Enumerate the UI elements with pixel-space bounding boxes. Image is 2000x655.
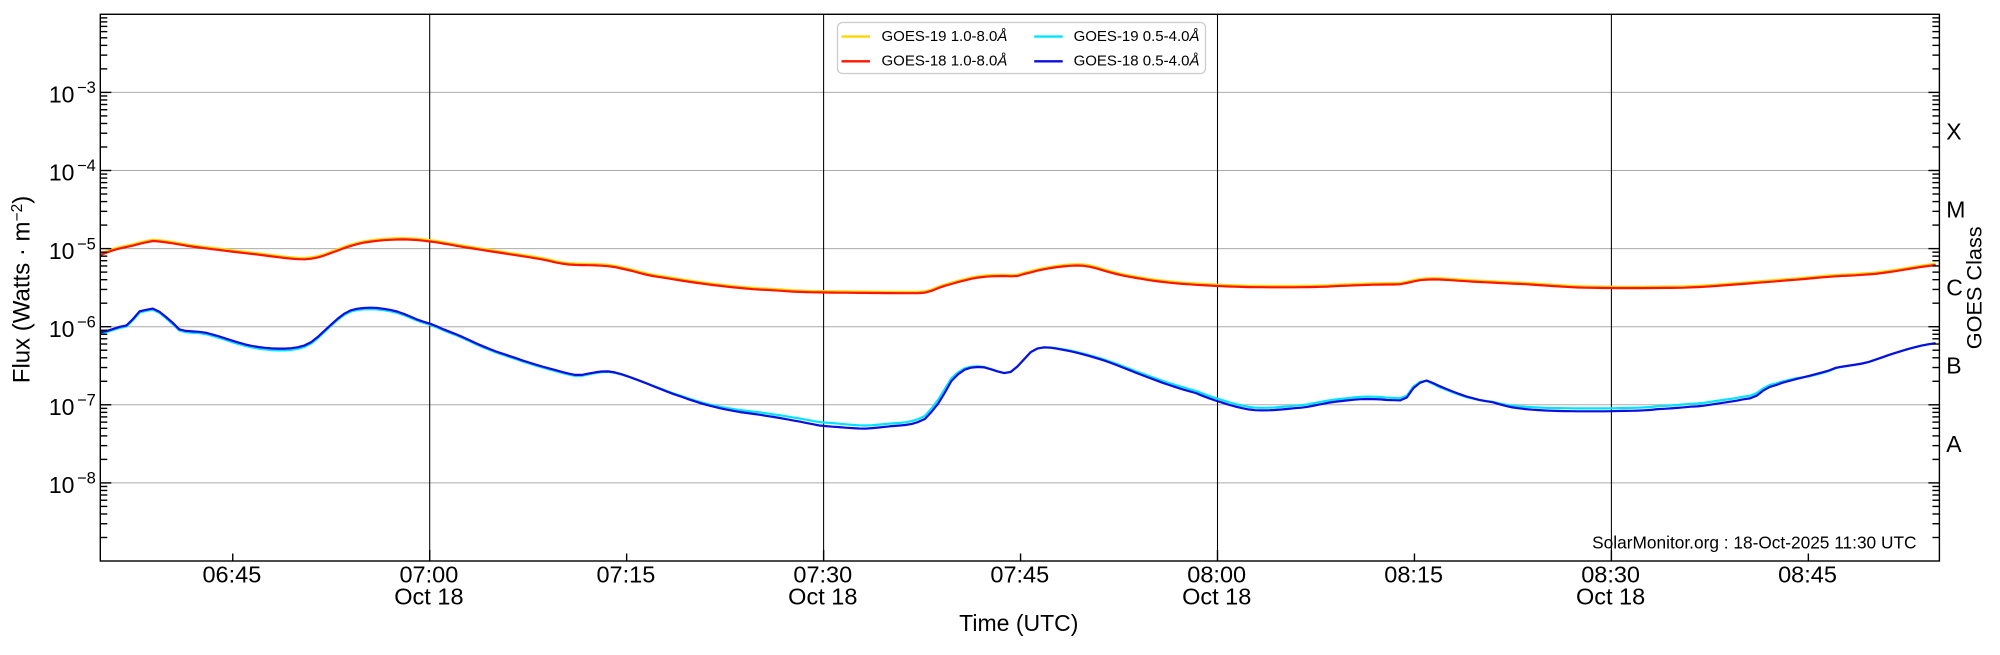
svg-text:GOES-19 1.0-8.0Å: GOES-19 1.0-8.0Å	[882, 28, 1008, 45]
svg-text:Oct 18: Oct 18	[1182, 584, 1251, 610]
svg-text:Oct 18: Oct 18	[394, 584, 463, 610]
svg-text:B: B	[1946, 353, 1961, 379]
svg-text:GOES-18 1.0-8.0Å: GOES-18 1.0-8.0Å	[882, 53, 1008, 70]
svg-text:07:45: 07:45	[990, 561, 1049, 587]
svg-text:08:45: 08:45	[1778, 561, 1837, 587]
svg-text:M: M	[1946, 197, 1965, 223]
svg-text:Flux (Watts · m−2): Flux (Watts · m−2)	[9, 196, 36, 383]
svg-text:10−4: 10 −4	[49, 157, 96, 186]
svg-text:Time (UTC): Time (UTC)	[959, 610, 1078, 636]
svg-text:Oct 18: Oct 18	[788, 584, 857, 610]
svg-text:10−6: 10 −6	[49, 313, 96, 342]
svg-text:08:00: 08:00	[1187, 561, 1246, 587]
svg-text:08:15: 08:15	[1384, 561, 1443, 587]
svg-text:GOES-18 0.5-4.0Å: GOES-18 0.5-4.0Å	[1074, 53, 1200, 70]
svg-text:06:45: 06:45	[202, 561, 261, 587]
svg-text:SolarMonitor.org : 18-Oct-2025: SolarMonitor.org : 18-Oct-2025 11:30 UTC	[1592, 532, 1916, 552]
svg-text:07:15: 07:15	[596, 561, 655, 587]
svg-text:X: X	[1946, 118, 1961, 144]
svg-text:08:30: 08:30	[1581, 561, 1640, 587]
svg-text:Oct 18: Oct 18	[1576, 584, 1645, 610]
svg-text:GOES-19 0.5-4.0Å: GOES-19 0.5-4.0Å	[1074, 28, 1200, 45]
svg-text:A: A	[1946, 431, 1962, 457]
svg-text:07:00: 07:00	[399, 561, 458, 587]
svg-text:GOES Class: GOES Class	[1962, 226, 1987, 349]
svg-text:07:30: 07:30	[793, 561, 852, 587]
svg-text:C: C	[1946, 275, 1963, 301]
